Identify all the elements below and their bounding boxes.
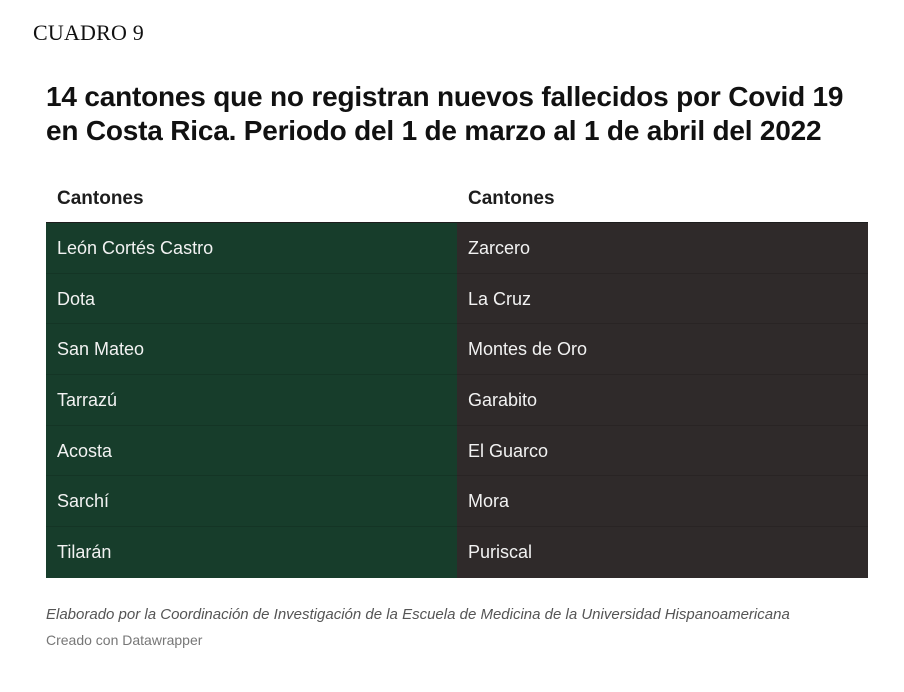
left-column: León Cortés Castro Dota San Mateo Tarraz… <box>46 223 457 578</box>
table-cell: La Cruz <box>457 274 868 325</box>
table-cell: León Cortés Castro <box>46 223 457 274</box>
credit-line: Creado con Datawrapper <box>46 632 203 648</box>
table-cell: San Mateo <box>46 324 457 376</box>
table-cell: Montes de Oro <box>457 324 868 376</box>
cantones-table: Cantones Cantones León Cortés Castro Dot… <box>46 176 868 578</box>
source-note: Elaborado por la Coordinación de Investi… <box>46 606 790 623</box>
table-cell: Acosta <box>46 426 457 477</box>
table-header: Cantones Cantones <box>46 176 868 223</box>
page-title: 14 cantones que no registran nuevos fall… <box>46 81 844 146</box>
table-cell: Tarrazú <box>46 375 457 426</box>
table-cell: Sarchí <box>46 476 457 528</box>
figure-label: CUADRO 9 <box>33 20 144 45</box>
table-cell: Puriscal <box>468 542 533 563</box>
table-cell: Garabito <box>457 375 868 426</box>
table-cell: Dota <box>46 274 457 325</box>
table-cell: Zarcero <box>457 223 868 274</box>
table-cell: Mora <box>457 476 868 528</box>
column-header-right: Cantones <box>468 188 555 209</box>
table-body: León Cortés Castro Dota San Mateo Tarraz… <box>46 223 868 578</box>
right-column: Zarcero La Cruz Montes de Oro Garabito E… <box>457 223 868 578</box>
column-header-left: Cantones <box>57 188 144 209</box>
table-cell: El Guarco <box>457 426 868 477</box>
table-cell: Tilarán <box>57 542 112 563</box>
